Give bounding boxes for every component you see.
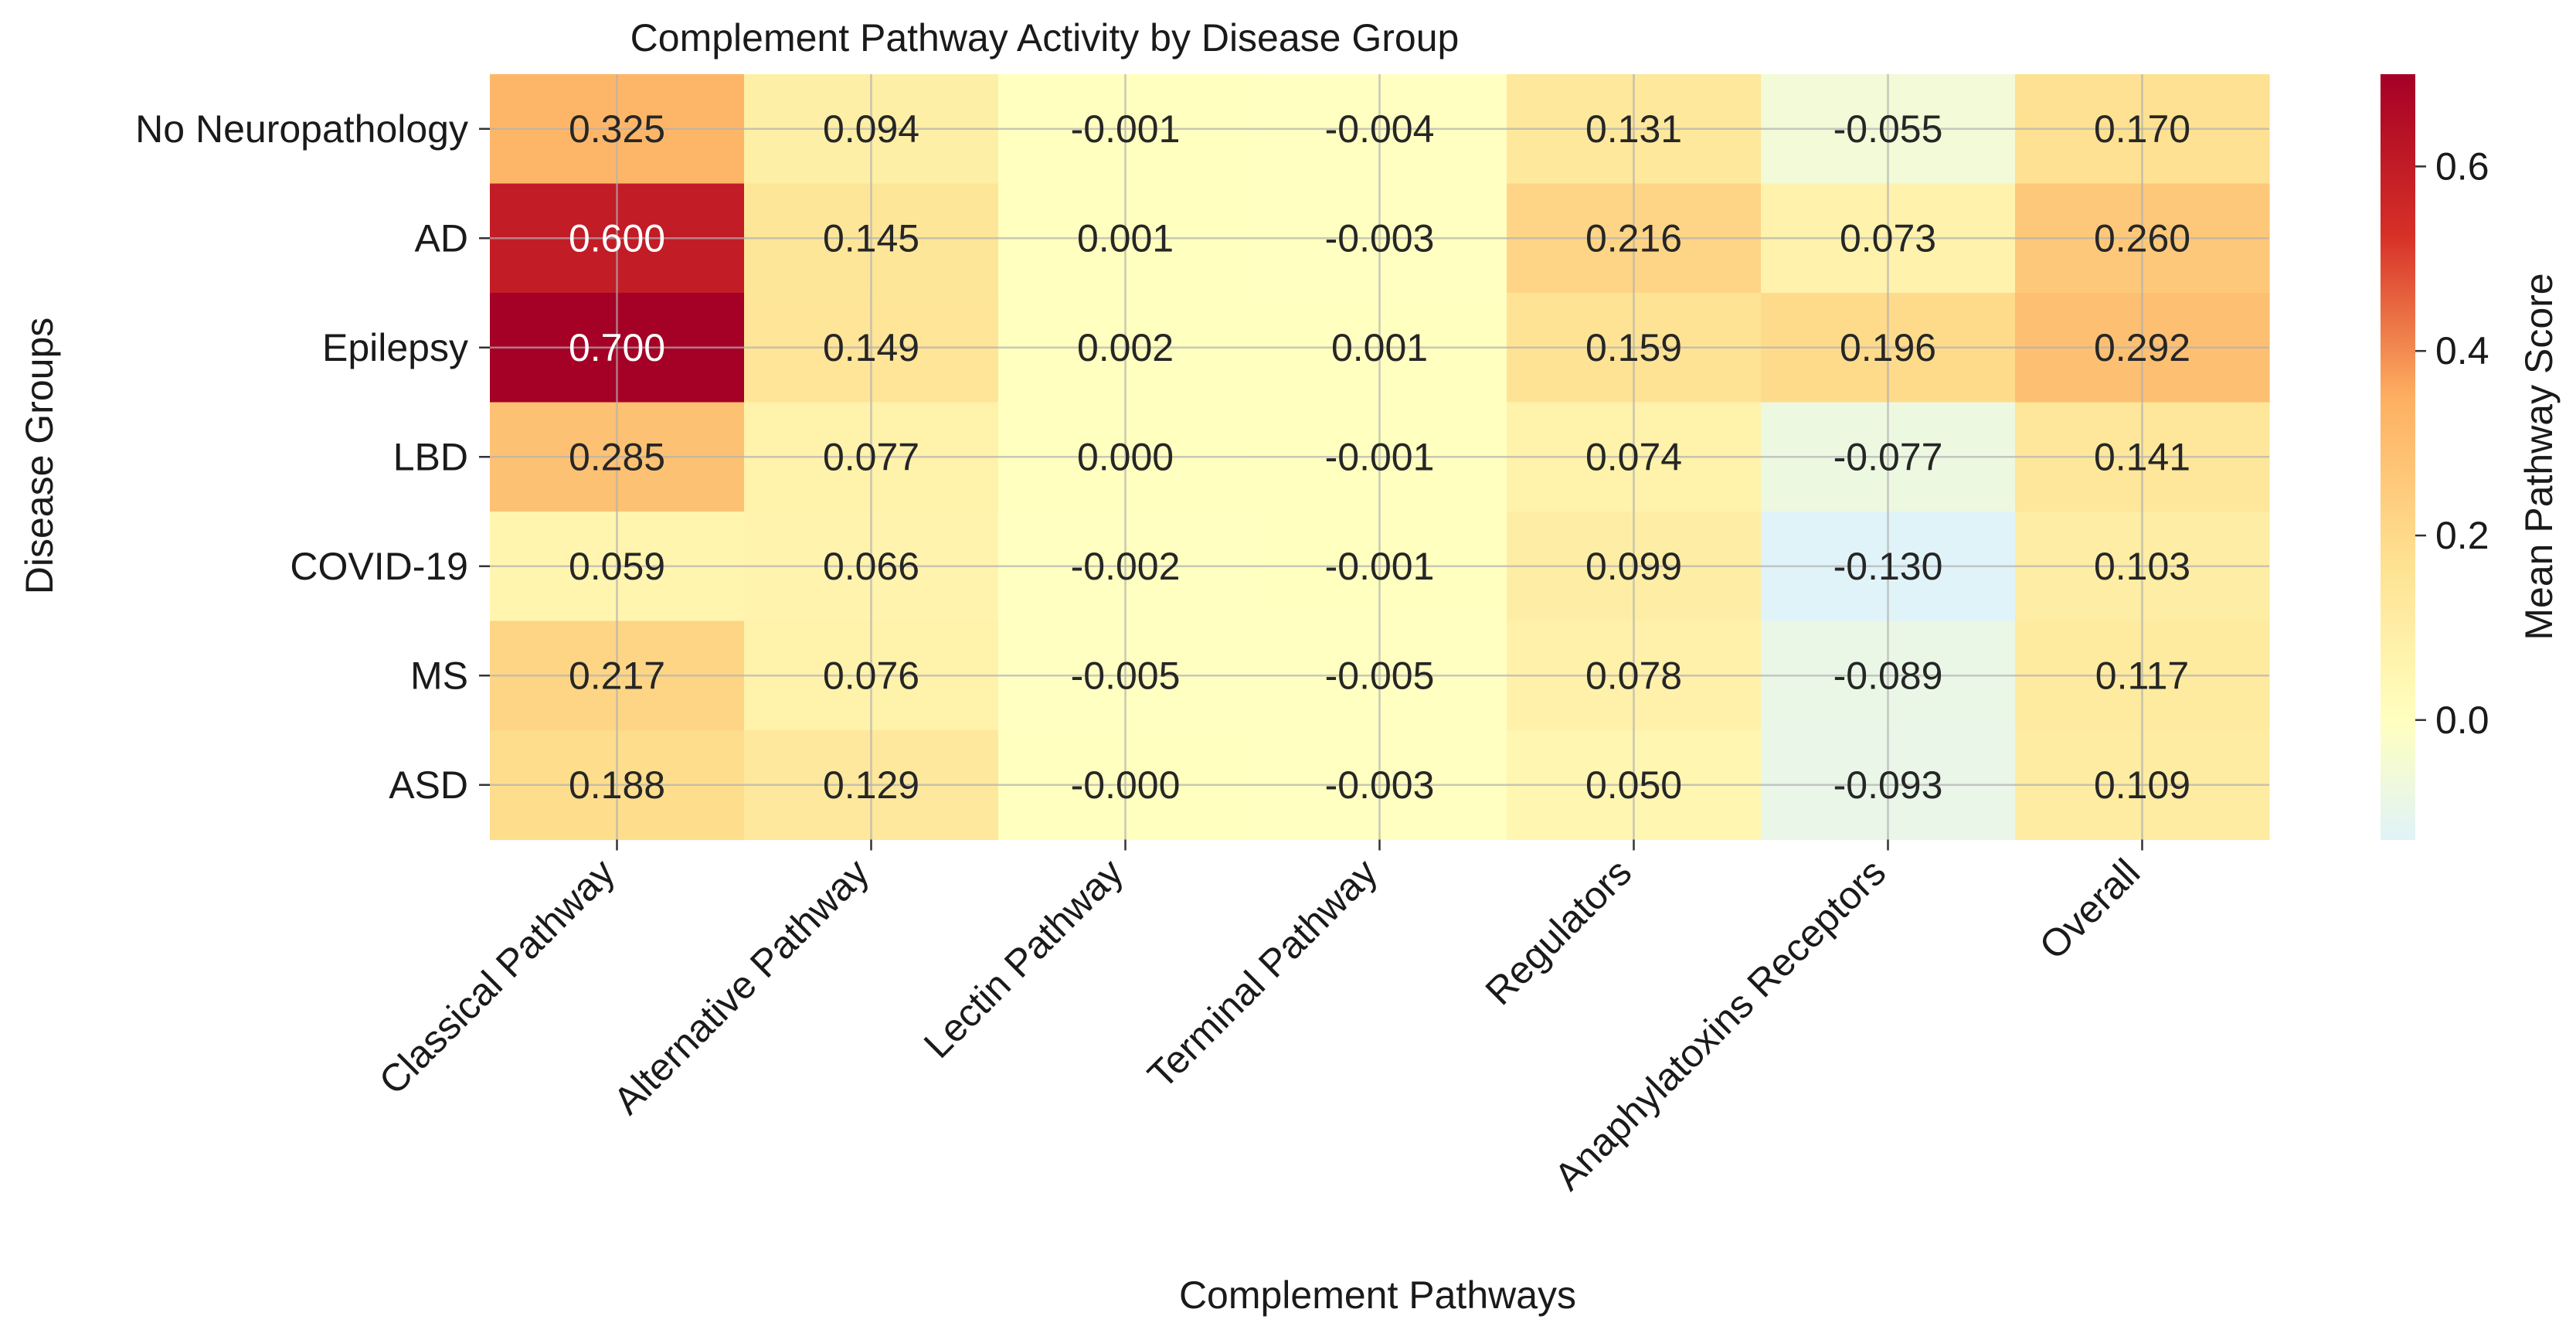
- cell-value-label: 0.170: [2094, 107, 2190, 151]
- cell-value-label: 0.260: [2094, 216, 2190, 260]
- cell-value-labels: 0.325 0.094 -0.001 -0.004 0.131 -0.055 0.170 0.…: [569, 107, 2190, 807]
- colorbar-ticks: 0.0 0.2 0.4 0.6: [2415, 144, 2489, 742]
- cell-value-label: -0.077: [1833, 435, 1943, 478]
- colorbar-label: Mean Pathway Score: [2517, 273, 2561, 640]
- cell-value-label: 0.325: [569, 107, 665, 151]
- cell-value-label: 0.103: [2094, 545, 2190, 588]
- y-tick-label: COVID-19: [290, 545, 468, 588]
- cell-value-label: 0.217: [569, 654, 665, 697]
- x-tick-label: Terminal Pathway: [1140, 851, 1386, 1097]
- cell-value-label: 0.001: [1331, 326, 1428, 369]
- colorbar-tick-label: 0.2: [2435, 514, 2489, 557]
- cell-value-label: 0.000: [1077, 435, 1174, 478]
- x-tick-label: Lectin Pathway: [916, 851, 1131, 1066]
- cell-value-label: 0.149: [823, 326, 919, 369]
- cell-value-label: -0.005: [1071, 654, 1181, 697]
- cell-value-label: 0.076: [823, 654, 919, 697]
- y-tick-label: MS: [410, 654, 468, 697]
- cell-value-label: -0.003: [1325, 216, 1435, 260]
- cell-value-label: -0.130: [1833, 545, 1943, 588]
- cell-value-label: -0.001: [1071, 107, 1181, 151]
- cell-value-label: -0.093: [1833, 763, 1943, 807]
- cell-value-label: -0.002: [1071, 545, 1181, 588]
- cell-value-label: 0.700: [569, 326, 665, 369]
- cell-value-label: 0.292: [2094, 326, 2190, 369]
- cell-value-label: 0.216: [1585, 216, 1682, 260]
- cell-value-label: 0.073: [1840, 216, 1936, 260]
- cell-value-label: 0.001: [1077, 216, 1174, 260]
- cell-value-label: 0.059: [569, 545, 665, 588]
- cell-value-label: -0.003: [1325, 763, 1435, 807]
- cell-value-label: 0.196: [1840, 326, 1936, 369]
- cell-value-label: 0.099: [1585, 545, 1682, 588]
- cell-value-label: 0.141: [2094, 435, 2190, 478]
- cell-value-label: 0.129: [823, 763, 919, 807]
- cell-value-label: 0.094: [823, 107, 919, 151]
- cell-value-label: 0.109: [2094, 763, 2190, 807]
- cell-value-label: -0.000: [1071, 763, 1181, 807]
- y-axis-ticks: No Neuropathology AD Epilepsy LBD COVID-19 MS…: [135, 107, 490, 807]
- x-axis-label: Complement Pathways: [1179, 1273, 1576, 1317]
- y-tick-label: LBD: [393, 435, 468, 478]
- colorbar: [2381, 74, 2415, 840]
- cell-value-label: -0.005: [1325, 654, 1435, 697]
- cell-value-label: 0.074: [1585, 435, 1682, 478]
- cell-value-label: 0.600: [569, 216, 665, 260]
- grid-lines: [490, 74, 2269, 840]
- x-tick-label: Classical Pathway: [371, 851, 623, 1103]
- cell-value-label: 0.188: [569, 763, 665, 807]
- y-tick-label: ASD: [389, 763, 468, 807]
- cell-value-label: 0.117: [2095, 654, 2189, 697]
- cell-value-label: 0.002: [1077, 326, 1174, 369]
- colorbar-tick-label: 0.4: [2435, 329, 2489, 372]
- cell-value-label: 0.050: [1585, 763, 1682, 807]
- y-axis-label: Disease Groups: [18, 318, 61, 595]
- cell-value-label: 0.066: [823, 545, 919, 588]
- x-tick-label: Overall: [2031, 851, 2149, 968]
- cell-value-label: 0.131: [1585, 107, 1682, 151]
- colorbar-tick-label: 0.0: [2435, 699, 2489, 742]
- y-tick-label: No Neuropathology: [135, 107, 468, 151]
- cell-value-label: 0.078: [1585, 654, 1682, 697]
- x-tick-label: Alternative Pathway: [605, 851, 877, 1123]
- cell-value-label: -0.001: [1325, 545, 1435, 588]
- colorbar-tick-label: 0.6: [2435, 144, 2489, 188]
- cell-value-label: -0.089: [1833, 654, 1943, 697]
- y-tick-label: Epilepsy: [322, 326, 468, 369]
- cell-value-label: 0.159: [1585, 326, 1682, 369]
- cell-value-label: 0.077: [823, 435, 919, 478]
- x-tick-label: Regulators: [1477, 851, 1640, 1014]
- cell-value-label: -0.055: [1833, 107, 1943, 151]
- cell-value-label: 0.145: [823, 216, 919, 260]
- cell-value-label: -0.004: [1325, 107, 1435, 151]
- cell-value-label: -0.001: [1325, 435, 1435, 478]
- cell-value-label: 0.285: [569, 435, 665, 478]
- chart-title: Complement Pathway Activity by Disease G…: [630, 16, 1460, 60]
- y-tick-label: AD: [415, 216, 468, 260]
